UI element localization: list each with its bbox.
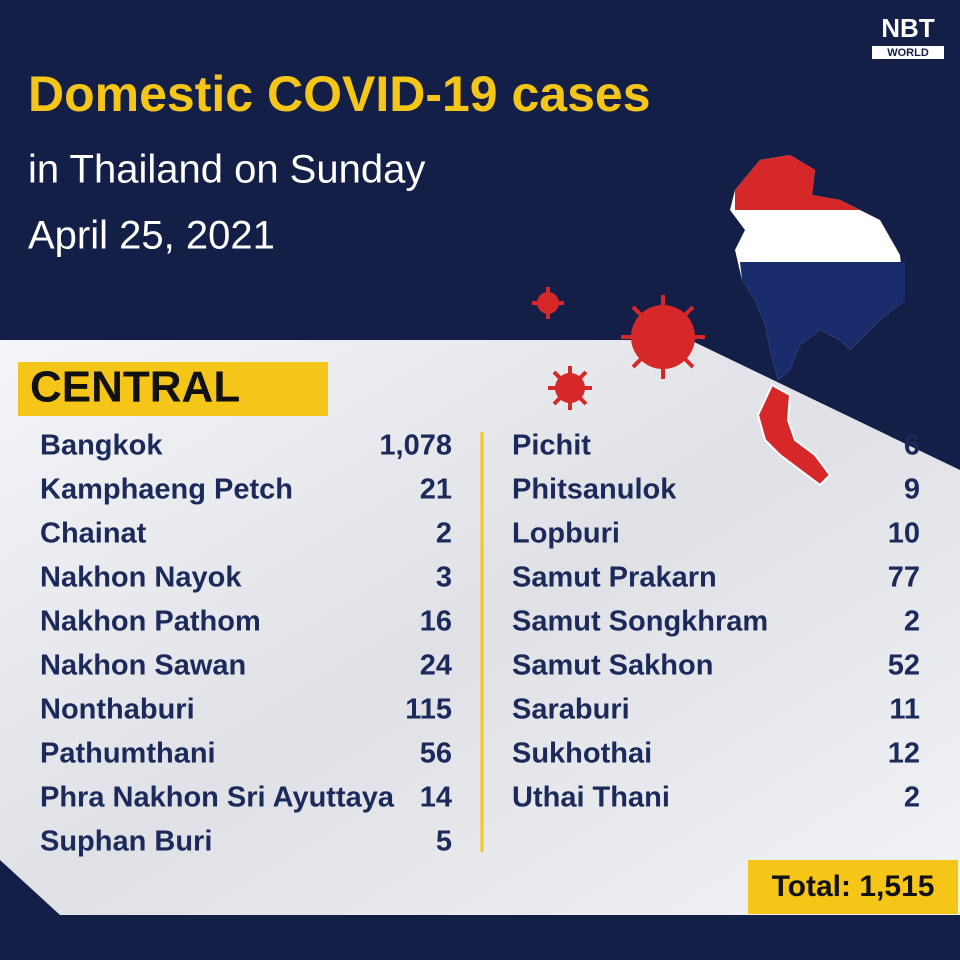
case-count: 14 [420,782,452,814]
section-box [18,362,328,416]
province-name: Pathumthani [40,738,216,770]
logo-name: NBT [881,13,935,43]
case-count: 2 [904,782,920,814]
province-name: Suphan Buri [40,826,212,858]
province-name: Kamphaeng Petch [40,474,293,506]
case-count: 10 [888,518,920,550]
case-count: 2 [436,518,452,550]
case-count: 3 [436,562,452,594]
province-name: Nakhon Sawan [40,650,246,682]
title: Domestic COVID-19 cases [28,66,651,122]
province-name: Samut Sakhon [512,650,713,682]
case-count: 12 [888,738,920,770]
province-name: Samut Songkhram [512,606,768,638]
province-name: Saraburi [512,694,630,726]
section-label: CENTRAL [30,363,240,412]
case-count: 115 [405,694,452,726]
province-name: Phra Nakhon Sri Ayuttaya [40,782,395,814]
case-count: 24 [420,650,452,682]
province-name: Nakhon Pathom [40,606,261,638]
case-count: 9 [904,474,920,506]
province-name: Phitsanulok [512,474,677,506]
case-count: 77 [888,562,920,594]
province-name: Nonthaburi [40,694,195,726]
case-count: 52 [888,650,920,682]
province-name: Chainat [40,518,147,550]
case-count: 2 [904,606,920,638]
case-count: 21 [420,474,452,506]
province-name: Bangkok [40,430,163,462]
province-name: Nakhon Nayok [40,562,242,594]
logo: NBT WORLD [872,13,944,59]
case-count: 16 [420,606,452,638]
total: Total: 1,515 [772,870,935,903]
subtitle: in Thailand on Sunday [28,148,425,192]
thailand-map [532,155,905,487]
logo-sub: WORLD [887,47,929,59]
case-count: 11 [889,694,920,726]
case-count: 1,078 [379,430,452,462]
case-count: 56 [420,738,452,770]
date: April 25, 2021 [28,214,275,258]
province-name: Uthai Thani [512,782,670,814]
case-count: 6 [904,430,920,462]
total-box [748,860,958,914]
province-name: Pichit [512,430,591,462]
panel [0,340,960,915]
province-name: Samut Prakarn [512,562,717,594]
province-name: Lopburi [512,518,620,550]
province-name: Sukhothai [512,738,652,770]
case-count: 5 [436,826,452,858]
